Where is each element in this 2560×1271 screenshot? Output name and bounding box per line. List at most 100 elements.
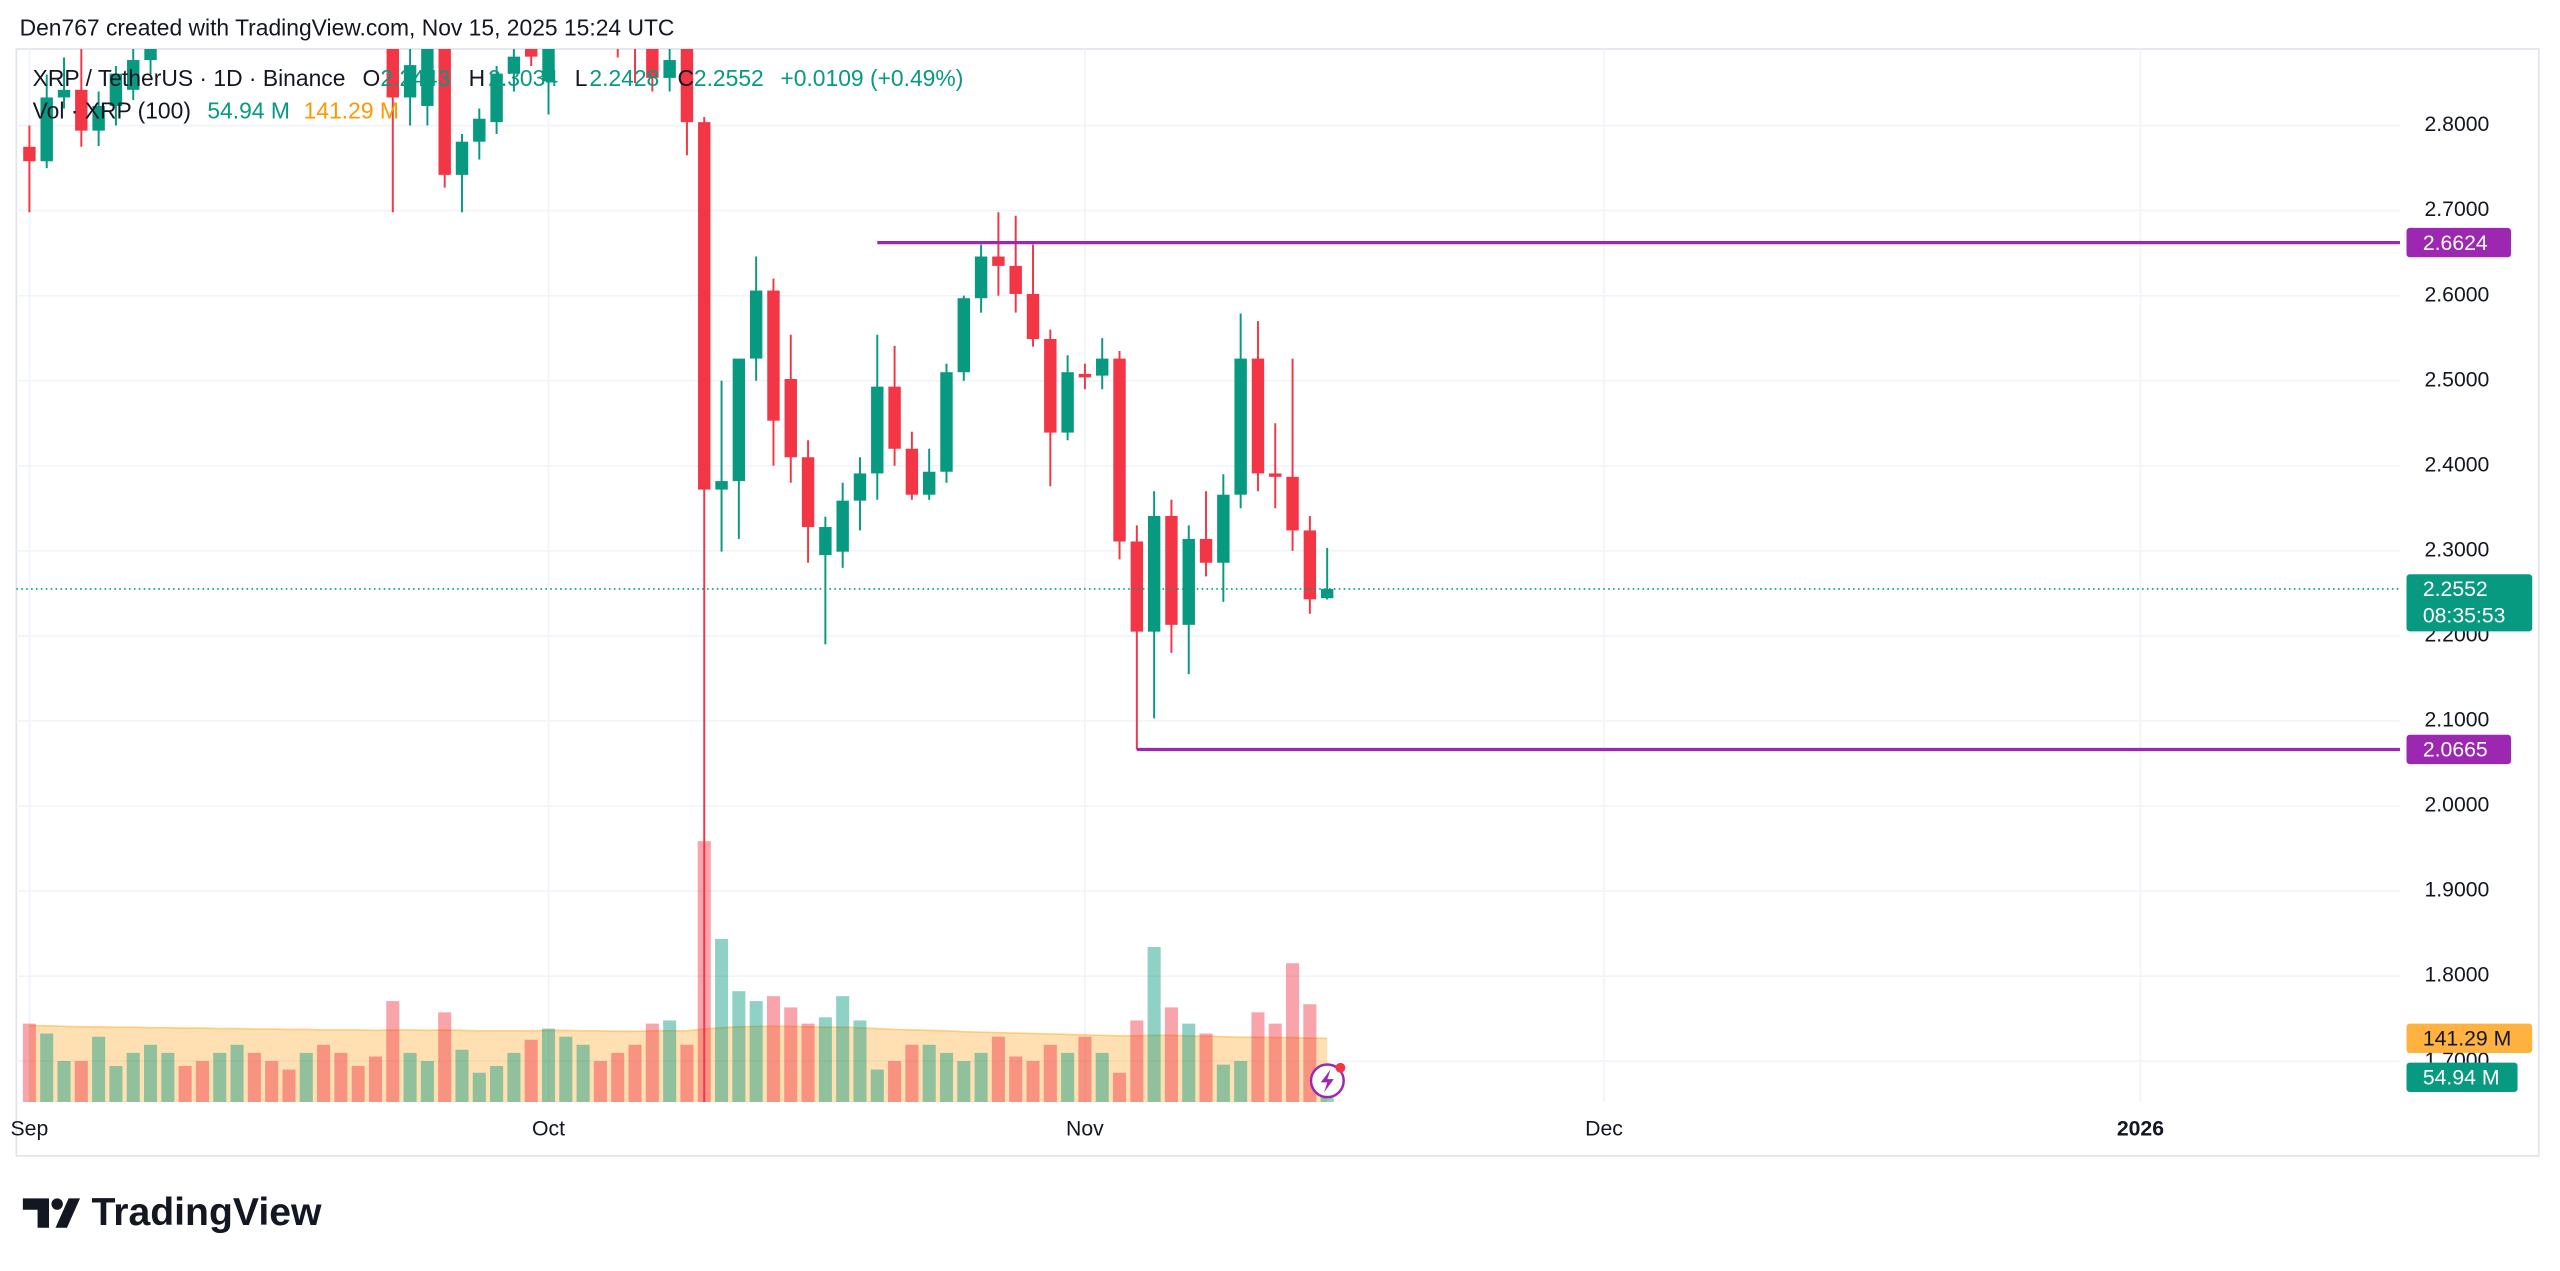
legend-close: 2.2552 — [694, 65, 764, 91]
volume-bar — [1216, 1064, 1230, 1103]
volume-bar — [974, 1052, 988, 1103]
legend-low: 2.2428 — [589, 65, 659, 91]
volume-bar — [1095, 1052, 1109, 1103]
x-tick-label: Nov — [1066, 1117, 1104, 1140]
volume-bar — [490, 1065, 504, 1103]
volume-bar — [299, 1052, 313, 1103]
candle-body — [957, 298, 971, 373]
candle-body — [749, 290, 763, 359]
legend-letter: L — [575, 65, 588, 91]
candle-body — [663, 60, 676, 78]
candle-body — [455, 141, 469, 175]
alert-icon[interactable] — [1309, 1062, 1346, 1099]
legend-letter: H — [469, 65, 486, 91]
level-label: 2.0665 — [2423, 739, 2488, 762]
volume-bar — [680, 1044, 694, 1103]
candle-body — [871, 386, 884, 474]
volume-ma-area — [29, 1025, 1328, 1103]
candle-body — [853, 473, 867, 501]
candle-body — [698, 122, 711, 490]
volume-bar — [161, 1052, 175, 1103]
volume-bar — [801, 1023, 815, 1103]
volume-bar — [991, 1036, 1005, 1103]
candle-body — [144, 48, 157, 61]
candle-body — [1286, 476, 1299, 531]
volume-bar — [870, 1069, 884, 1103]
candle-body — [542, 48, 555, 82]
candle-body — [23, 146, 36, 162]
y-tick-label: 2.6000 — [2424, 283, 2489, 306]
candle-body — [1251, 358, 1265, 474]
volume-bar — [507, 1052, 521, 1103]
volume-bar — [1078, 1036, 1092, 1103]
volume-bar — [317, 1044, 331, 1103]
legend-letter: O — [362, 65, 380, 91]
level-label: 2.6624 — [2423, 232, 2488, 255]
candle-body — [1320, 588, 1334, 599]
candle-body — [974, 256, 988, 299]
x-tick-label: Dec — [1585, 1117, 1623, 1140]
candle-body — [1026, 293, 1040, 340]
volume-bar — [40, 1033, 54, 1103]
symbol: XRP / TetherUS · 1D · Binance — [33, 65, 346, 91]
countdown: 08:35:53 — [2423, 604, 2506, 627]
volume-bar — [1112, 1072, 1127, 1103]
candle-body — [1269, 473, 1282, 477]
volume-value: 54.94 M — [207, 98, 290, 124]
candle-body — [888, 386, 901, 449]
candle-body — [680, 48, 694, 123]
volume-bar — [109, 1065, 123, 1103]
y-tick-label: 1.8000 — [2424, 964, 2489, 987]
legend-high: 2.3034 — [488, 65, 558, 91]
volume-bar — [749, 1001, 763, 1103]
volume-box — [2406, 1062, 2518, 1092]
candle-body — [473, 118, 486, 142]
candle-body — [612, 0, 624, 15]
candle-body — [922, 471, 936, 495]
candle-body — [1165, 515, 1178, 625]
volume-bar — [663, 1020, 677, 1103]
legend-letter: C — [678, 65, 695, 91]
grid — [16, 48, 2400, 1103]
current-price-label: 2.2552 — [2423, 578, 2488, 601]
volume-title: Vol · XRP (100) — [33, 98, 191, 124]
candle-body — [403, 65, 417, 98]
y-tick-label: 2.7000 — [2424, 198, 2489, 221]
volume-bar — [957, 1061, 971, 1103]
level-label-box — [2406, 734, 2512, 765]
candle-body — [1061, 372, 1074, 433]
candle-body — [819, 527, 832, 556]
attribution: Den767 created with TradingView.com, Nov… — [20, 14, 675, 40]
candle-body — [1044, 339, 1057, 433]
level-label-box — [2406, 227, 2512, 258]
volume-bar — [576, 1044, 590, 1103]
volume-bar — [784, 1007, 798, 1103]
candle-body — [1182, 538, 1195, 625]
candle-body — [732, 358, 746, 482]
chart-frame — [15, 48, 2540, 1157]
volume-bar — [1043, 1044, 1057, 1103]
volume-bar — [230, 1044, 244, 1103]
candle-body — [646, 48, 659, 78]
candle-body — [1096, 358, 1109, 376]
y-tick-label: 2.3000 — [2424, 538, 2489, 561]
candle-body — [57, 89, 71, 98]
volume-bar — [126, 1052, 140, 1103]
volume-bar — [818, 1017, 832, 1103]
volume-bar — [766, 996, 780, 1103]
y-tick-label: 2.8000 — [2424, 113, 2489, 136]
volume-bar — [282, 1069, 296, 1103]
volume-bar — [1234, 1061, 1248, 1103]
volume-bar — [1286, 963, 1300, 1103]
candle-body — [767, 290, 780, 421]
volume-bar — [213, 1052, 227, 1103]
volume-bar — [195, 1061, 209, 1103]
volume-bar — [1026, 1061, 1040, 1103]
candle-body — [1113, 358, 1126, 542]
volume-bar — [853, 1020, 867, 1103]
candle-body — [1217, 494, 1230, 563]
candle-body — [507, 56, 521, 74]
candle-body — [940, 372, 953, 472]
candle-body — [1147, 515, 1161, 632]
